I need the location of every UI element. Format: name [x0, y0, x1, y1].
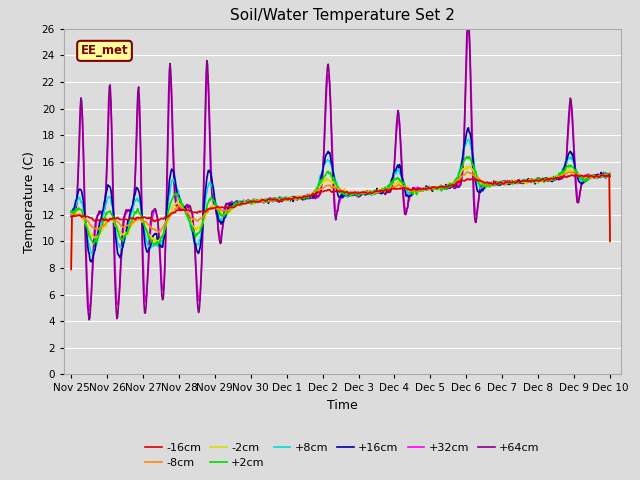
+16cm: [77, 187, 84, 192]
+16cm: [465, 125, 472, 131]
+8cm: [422, 184, 430, 190]
+32cm: [188, 209, 196, 215]
+2cm: [216, 212, 224, 217]
-2cm: [188, 220, 196, 226]
+16cm: [216, 218, 224, 224]
-16cm: [216, 205, 223, 211]
+16cm: [88, 259, 95, 264]
+2cm: [77, 206, 84, 212]
-2cm: [606, 171, 614, 177]
Y-axis label: Temperature (C): Temperature (C): [23, 151, 36, 252]
+64cm: [465, 25, 472, 31]
-2cm: [422, 185, 430, 191]
+8cm: [88, 251, 96, 257]
+32cm: [407, 191, 415, 196]
+64cm: [85, 317, 93, 323]
-16cm: [132, 215, 140, 221]
+2cm: [606, 171, 614, 177]
+32cm: [133, 124, 141, 130]
Line: +8cm: +8cm: [71, 140, 610, 254]
Line: +64cm: +64cm: [71, 28, 610, 320]
Line: -8cm: -8cm: [71, 172, 610, 268]
Line: +2cm: +2cm: [71, 156, 610, 245]
+2cm: [463, 154, 471, 159]
-8cm: [406, 188, 414, 193]
Legend: -16cm, -8cm, -2cm, +2cm, +8cm, +16cm, +32cm, +64cm: -16cm, -8cm, -2cm, +2cm, +8cm, +16cm, +3…: [141, 438, 544, 472]
-16cm: [77, 213, 84, 218]
-16cm: [188, 209, 195, 215]
+64cm: [77, 95, 84, 101]
-8cm: [188, 215, 195, 221]
-8cm: [606, 239, 614, 244]
+64cm: [606, 170, 614, 176]
+64cm: [407, 189, 415, 194]
-2cm: [216, 208, 224, 214]
+16cm: [133, 185, 141, 191]
Text: EE_met: EE_met: [81, 44, 129, 57]
-8cm: [132, 217, 140, 223]
+32cm: [77, 109, 84, 115]
+64cm: [216, 240, 224, 246]
-8cm: [77, 212, 84, 218]
+2cm: [188, 223, 196, 229]
+8cm: [188, 226, 196, 232]
+2cm: [67, 208, 75, 214]
-8cm: [67, 265, 75, 271]
+16cm: [407, 193, 415, 199]
+64cm: [188, 209, 196, 215]
-2cm: [153, 240, 161, 245]
-16cm: [422, 186, 429, 192]
-2cm: [67, 211, 75, 216]
+32cm: [465, 25, 472, 31]
+8cm: [216, 216, 224, 222]
+64cm: [67, 210, 75, 216]
-2cm: [77, 213, 84, 219]
+64cm: [133, 107, 141, 113]
-16cm: [572, 171, 580, 177]
-2cm: [132, 215, 140, 221]
+32cm: [216, 237, 224, 242]
-16cm: [406, 186, 414, 192]
+2cm: [407, 190, 415, 195]
+16cm: [422, 183, 430, 189]
+8cm: [606, 172, 614, 178]
+32cm: [85, 308, 93, 313]
+8cm: [133, 195, 141, 201]
+64cm: [422, 187, 430, 193]
X-axis label: Time: Time: [327, 399, 358, 412]
-8cm: [216, 206, 223, 212]
Line: +32cm: +32cm: [71, 28, 610, 311]
-2cm: [407, 188, 415, 194]
Line: -2cm: -2cm: [71, 166, 610, 242]
+8cm: [465, 137, 472, 143]
+16cm: [606, 173, 614, 179]
-8cm: [422, 186, 429, 192]
+16cm: [188, 225, 196, 231]
Line: +16cm: +16cm: [71, 128, 610, 262]
+32cm: [67, 214, 75, 220]
+2cm: [150, 242, 157, 248]
+32cm: [422, 187, 430, 192]
Line: -16cm: -16cm: [71, 174, 610, 269]
+8cm: [67, 208, 75, 214]
Title: Soil/Water Temperature Set 2: Soil/Water Temperature Set 2: [230, 9, 455, 24]
+8cm: [407, 191, 415, 197]
+16cm: [67, 213, 75, 219]
+2cm: [132, 210, 140, 216]
+8cm: [77, 200, 84, 205]
-8cm: [464, 169, 472, 175]
+32cm: [606, 173, 614, 179]
-2cm: [466, 163, 474, 168]
-16cm: [606, 238, 614, 244]
-16cm: [67, 266, 75, 272]
+2cm: [422, 187, 430, 193]
